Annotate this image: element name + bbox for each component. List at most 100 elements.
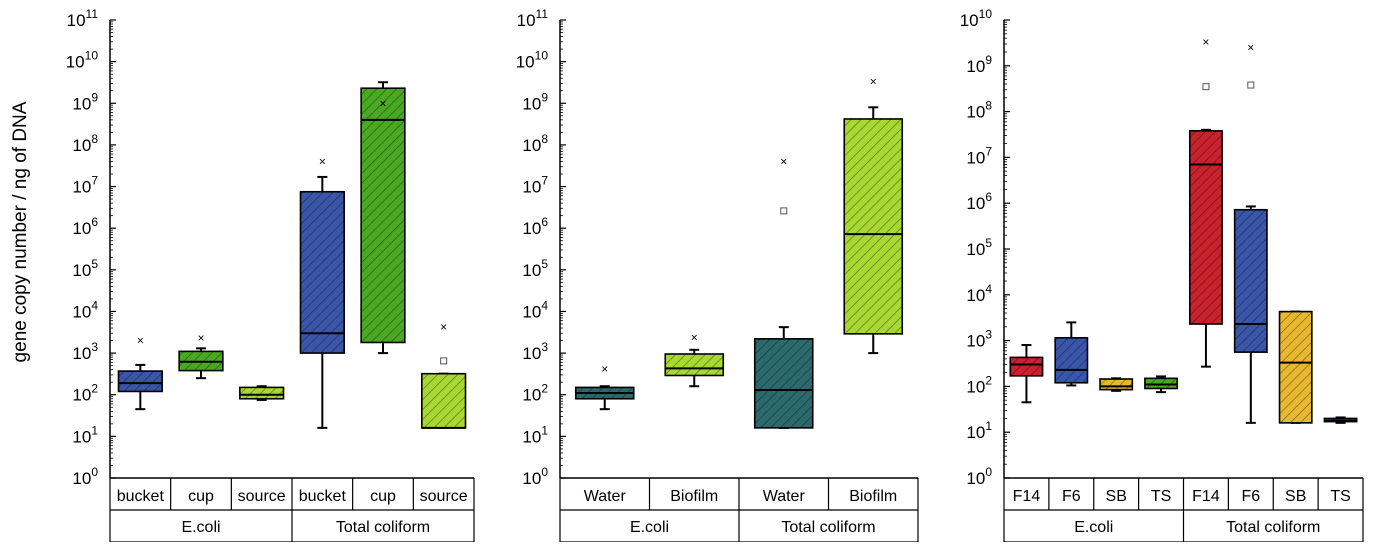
box-e-coli-source [239,385,285,401]
y-tick-label: 106 [966,190,992,213]
category-label: SB [1285,488,1306,505]
y-axis-label: gene copy number / ng of DNA [10,101,31,362]
box-body [117,370,163,393]
category-label: F6 [1241,488,1260,505]
y-tick-label: 1010 [66,49,99,72]
y-tick-label: 105 [72,257,98,280]
outlier-mean-marker [1202,83,1210,91]
category-label: cup [188,488,214,505]
y-tick-label: 109 [72,90,98,113]
box-total-coliform-f6: × [1233,41,1268,424]
y-tick-label: 104 [72,298,98,321]
category-label: TS [1151,488,1171,505]
category-label: Biofilm [849,488,897,505]
category-label: bucket [117,488,165,505]
outlier-max-marker: × [440,320,447,334]
box-total-coliform-sb [1278,310,1313,424]
box-body [1009,356,1044,377]
category-label: F6 [1062,488,1081,505]
category-label: F14 [1192,488,1220,505]
y-tick-label: 107 [966,144,992,167]
y-tick-label: 102 [72,382,98,405]
y-tick-label: 108 [522,132,548,155]
box-body [753,338,814,429]
category-label: F14 [1013,488,1041,505]
y-tick-label: 101 [966,419,992,442]
outlier-max-marker: × [1247,41,1254,55]
box-total-coliform-f14: × [1188,35,1223,368]
outlier-max-marker: × [319,154,326,168]
outlier-max-marker: × [601,362,608,376]
box-body [1099,378,1134,391]
group-label: E.coli [1074,519,1113,536]
group-label: E.coli [630,519,669,536]
outlier-mean-marker [1247,81,1255,89]
box-body [843,118,904,335]
category-label: cup [370,488,396,505]
y-tick-label: 102 [966,373,992,396]
box-e-coli-biofilm: × [664,330,725,388]
outlier-mean-marker [780,207,788,215]
y-tick-label: 107 [72,174,98,197]
box-total-coliform-bucket: × [299,154,345,429]
box-body [239,386,285,400]
box-total-coliform-cup: × [360,81,406,355]
y-tick-label: 109 [966,53,992,76]
chart-panel-3: 100 101 102 103 104 105 106 107 108 109 1010 F14 F6 S… [960,7,1364,543]
box-body [664,353,725,377]
group-label: Total coliform [336,519,430,536]
category-label: source [238,488,286,505]
category-label: SB [1106,488,1127,505]
box-total-coliform-source: × [421,320,467,429]
y-tick-label: 1010 [960,7,993,30]
y-tick-label: 100 [72,465,98,488]
outlier-max-marker: × [870,75,877,89]
y-tick-label: 108 [72,132,98,155]
group-label: Total coliform [1226,519,1320,536]
y-tick-label: 101 [522,423,548,446]
chart-panel-2: 100 101 102 103 104 105 106 107 108 109 1010 1011 Wa… [516,7,919,543]
outlier-max-marker: × [137,334,144,348]
y-tick-label: 100 [966,465,992,488]
group-label: E.coli [181,519,220,536]
y-tick-label: 1011 [517,7,549,30]
box-total-coliform-biofilm: × [843,75,904,355]
box-e-coli-f6 [1054,321,1089,387]
y-tick-label: 104 [966,282,992,305]
outlier-max-marker: × [1202,35,1209,49]
y-tick-label: 103 [522,340,548,363]
category-label: TS [1330,488,1350,505]
outlier-max-marker: × [197,331,204,345]
y-tick-label: 1010 [516,49,549,72]
category-label: Water [763,488,806,505]
y-tick-label: 103 [72,340,98,363]
y-tick-label: 106 [72,215,98,238]
y-tick-label: 105 [966,236,992,259]
box-total-coliform-ts [1323,416,1358,424]
y-tick-label: 106 [522,215,548,238]
y-tick-label: 100 [522,465,548,488]
y-tick-label: 107 [522,174,548,197]
category-label: Water [584,488,627,505]
box-e-coli-sb [1099,377,1134,392]
box-body [1233,208,1268,353]
group-label: Total coliform [781,519,875,536]
box-body [1188,130,1223,325]
box-e-coli-ts [1144,375,1179,394]
outlier-max-marker: × [691,330,698,344]
outlier-max-marker: × [379,96,386,110]
chart-panel-1: 100 101 102 103 104 105 106 107 108 109 1010 1011 bu… [66,7,475,543]
y-tick-label: 104 [522,298,548,321]
box-e-coli-water: × [574,362,635,411]
box-body [1054,337,1089,384]
y-tick-label: 109 [522,90,548,113]
y-tick-label: 103 [966,328,992,351]
box-body [421,372,467,429]
box-body [360,87,406,344]
box-body [299,190,345,354]
y-tick-label: 1011 [67,7,99,30]
box-e-coli-cup: × [178,331,224,380]
box-total-coliform-water: × [753,154,814,429]
